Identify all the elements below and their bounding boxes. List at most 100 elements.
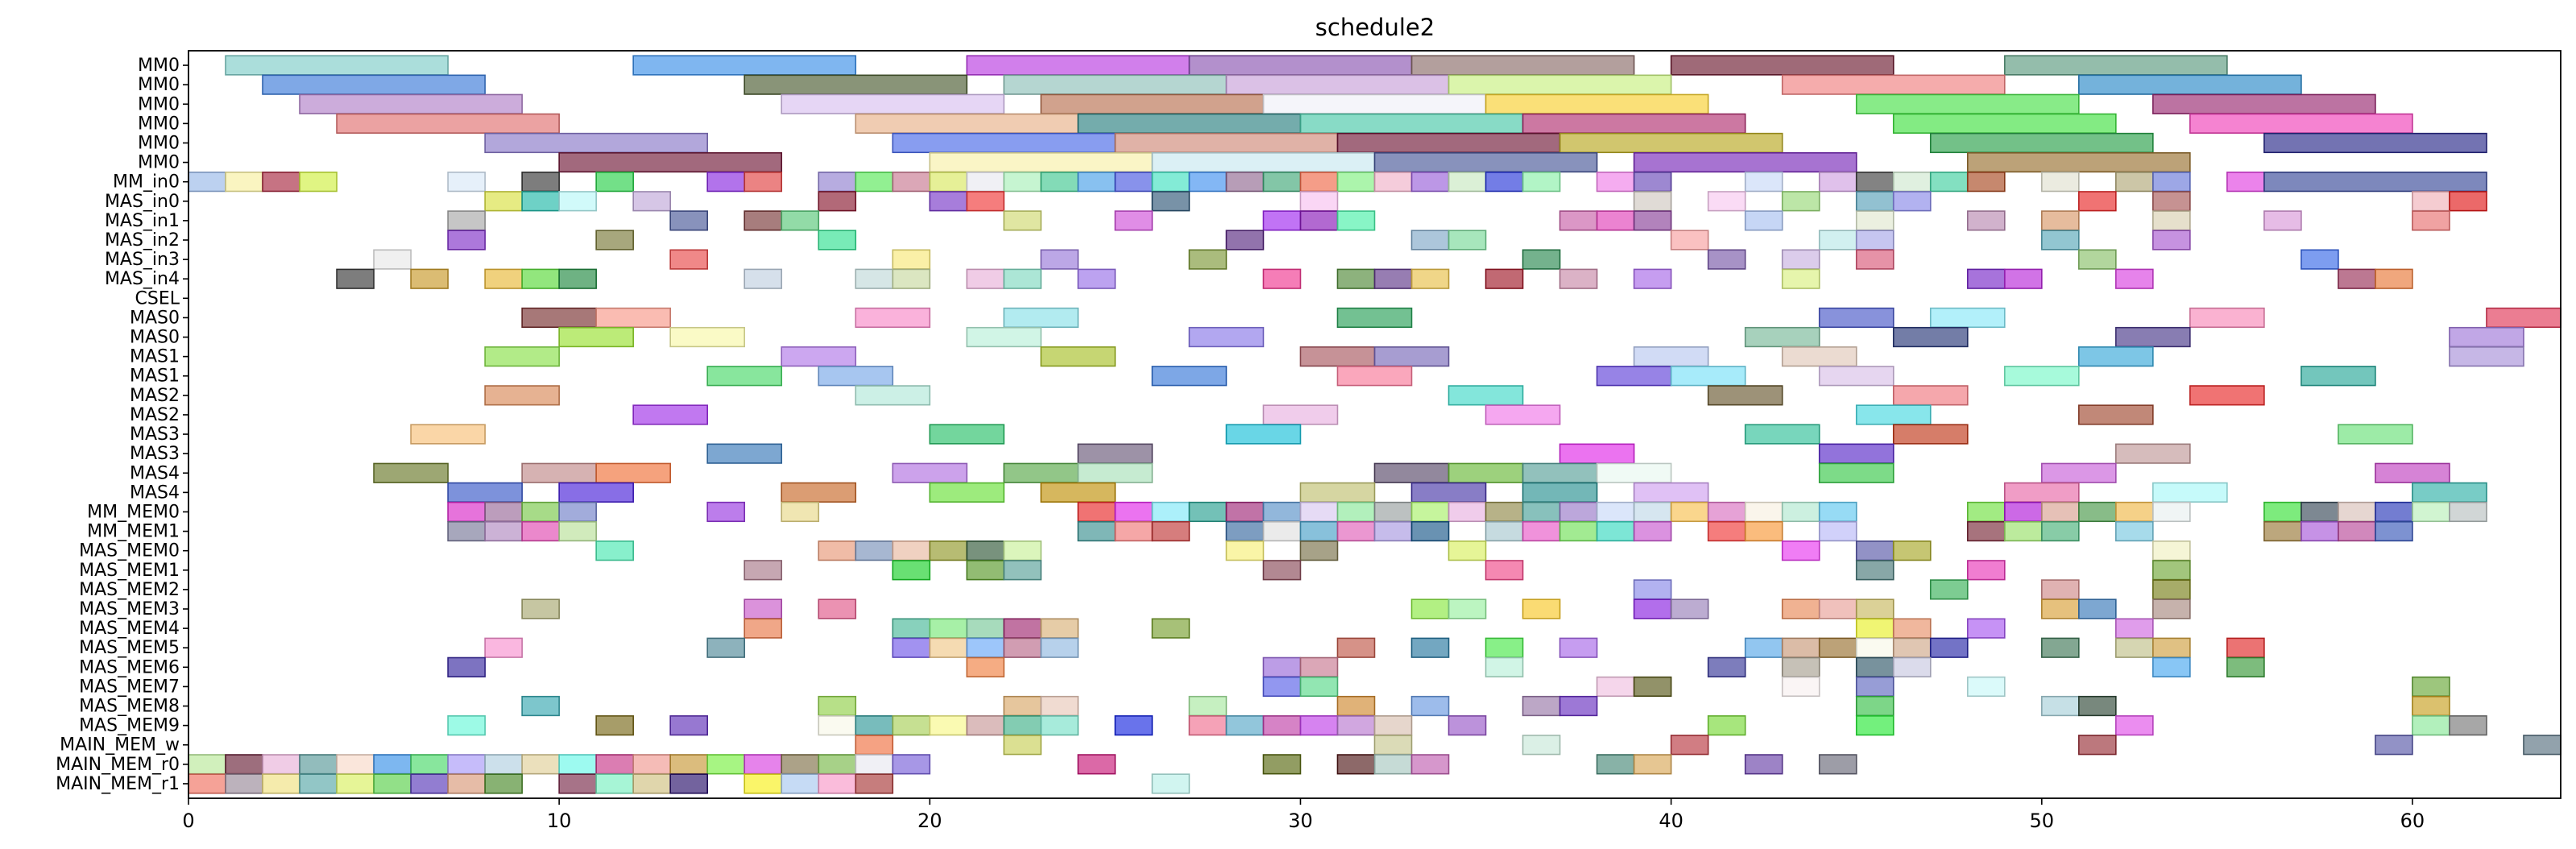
- task-bar: [2078, 346, 2154, 367]
- task-bar: [1633, 754, 1672, 775]
- task-bar: [2115, 172, 2154, 193]
- task-bar: [336, 773, 375, 794]
- task-bar: [1373, 151, 1598, 173]
- task-bar: [2003, 268, 2043, 289]
- task-bar: [1262, 754, 1302, 775]
- task-bar: [669, 249, 709, 270]
- task-bar: [595, 307, 671, 329]
- y-tick-label: MAS_MEM3: [79, 599, 180, 619]
- task-bar: [188, 172, 226, 193]
- task-bar: [1299, 113, 1524, 134]
- plot-frame: [188, 50, 2562, 799]
- task-bar: [447, 754, 486, 775]
- task-bar: [1633, 501, 1672, 523]
- task-bar: [1929, 637, 1969, 658]
- task-bar: [521, 172, 560, 193]
- task-bar: [1225, 715, 1265, 736]
- task-bar: [484, 637, 523, 658]
- task-bar: [743, 773, 783, 794]
- task-bar: [966, 172, 1005, 193]
- task-bar: [1818, 307, 1895, 329]
- task-bar: [521, 754, 560, 775]
- x-tick-label: 60: [2400, 810, 2425, 832]
- task-bar: [2152, 210, 2191, 231]
- task-bar: [1929, 579, 1969, 600]
- chart-title: schedule2: [1315, 14, 1435, 41]
- task-bar: [2226, 172, 2265, 193]
- task-bar: [855, 385, 931, 406]
- task-bar: [966, 656, 1005, 677]
- task-bar: [1670, 55, 1895, 76]
- task-bar: [1003, 637, 1042, 658]
- task-bar: [2040, 172, 2080, 193]
- task-bar: [2226, 637, 2265, 658]
- task-bar: [595, 773, 634, 794]
- task-bar: [706, 366, 783, 387]
- task-bar: [521, 307, 597, 329]
- task-bar: [2449, 191, 2487, 212]
- task-bar: [2412, 501, 2450, 523]
- task-bar: [521, 462, 597, 483]
- y-tick-label: MAS_MEM0: [79, 541, 180, 561]
- task-bar: [669, 715, 709, 736]
- task-bar: [1336, 754, 1376, 775]
- task-bar: [2412, 482, 2487, 503]
- x-tick-label: 0: [182, 810, 194, 832]
- task-bar: [1262, 715, 1302, 736]
- task-bar: [1892, 637, 1932, 658]
- task-bar: [1818, 501, 1857, 523]
- task-bar: [966, 637, 1005, 658]
- task-bar: [2301, 366, 2376, 387]
- task-bar: [1299, 210, 1339, 231]
- task-bar: [632, 773, 672, 794]
- task-bar: [299, 754, 338, 775]
- task-bar: [1559, 695, 1598, 717]
- task-bar: [2115, 501, 2154, 523]
- task-bar: [1040, 172, 1079, 193]
- task-bar: [1522, 598, 1561, 619]
- task-bar: [1485, 268, 1524, 289]
- task-bar: [1559, 443, 1635, 464]
- task-bar: [1447, 715, 1487, 736]
- y-tick-label: MM_in0: [113, 172, 180, 193]
- task-bar: [1447, 74, 1672, 95]
- task-bar: [558, 326, 634, 348]
- task-bar: [299, 93, 523, 114]
- task-bar: [706, 637, 746, 658]
- task-bar: [1188, 326, 1265, 348]
- task-bar: [1633, 598, 1672, 619]
- task-bar: [1633, 579, 1672, 600]
- task-bar: [781, 210, 820, 231]
- task-bar: [2152, 598, 2191, 619]
- task-bar: [1114, 501, 1153, 523]
- task-bar: [1781, 191, 1820, 212]
- task-bar: [1151, 191, 1191, 212]
- task-bar: [892, 540, 931, 561]
- task-bar: [1633, 151, 1857, 173]
- task-bar: [484, 773, 523, 794]
- task-bar: [706, 754, 746, 775]
- task-bar: [892, 268, 931, 289]
- task-bar: [1299, 482, 1376, 503]
- task-bar: [2449, 501, 2487, 523]
- task-bar: [1003, 210, 1042, 231]
- y-tick-label: MAS0: [130, 328, 180, 348]
- task-bar: [1262, 210, 1302, 231]
- task-bar: [1077, 520, 1116, 542]
- task-bar: [262, 172, 300, 193]
- task-bar: [1447, 172, 1487, 193]
- task-bar: [2152, 656, 2191, 677]
- task-bar: [1781, 637, 1820, 658]
- task-bar: [1485, 520, 1524, 542]
- y-tick-label: MAS_in0: [105, 192, 180, 212]
- task-bar: [2523, 735, 2562, 756]
- task-bar: [1892, 326, 1969, 348]
- task-bar: [2003, 482, 2080, 503]
- task-bar: [1114, 715, 1153, 736]
- y-tick-label: MAS_in1: [105, 211, 180, 231]
- task-bar: [1151, 773, 1191, 794]
- task-bar: [2115, 443, 2191, 464]
- task-bar: [2263, 132, 2487, 154]
- task-bar: [1596, 520, 1635, 542]
- task-bar: [1151, 172, 1191, 193]
